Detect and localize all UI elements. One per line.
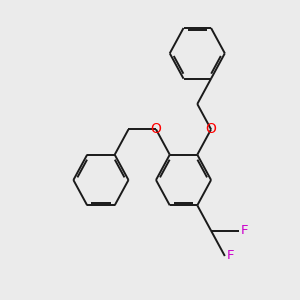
Text: F: F	[226, 250, 234, 262]
Text: O: O	[206, 122, 217, 136]
Text: F: F	[240, 224, 248, 237]
Text: O: O	[151, 122, 161, 136]
